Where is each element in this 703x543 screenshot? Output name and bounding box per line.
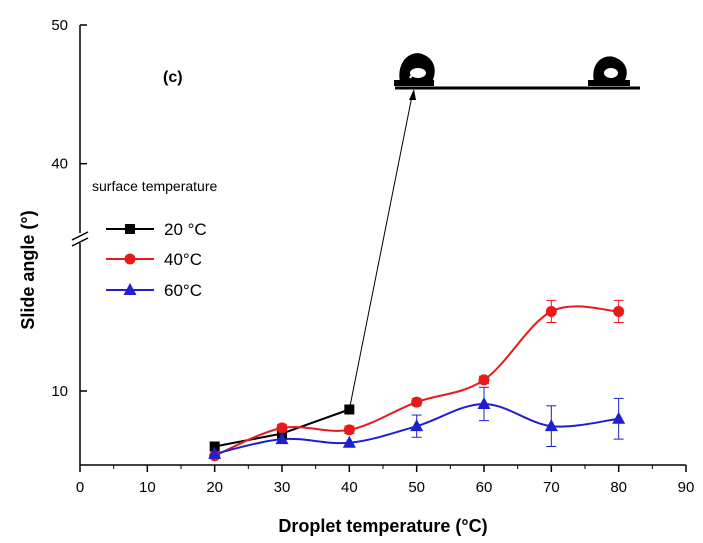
- data-point: [544, 419, 558, 432]
- axis-break-mark-2: [71, 237, 89, 247]
- x-tick-label: 30: [274, 479, 291, 496]
- inset-arrow: [349, 89, 416, 405]
- legend-label-40C: 40°C: [164, 250, 202, 269]
- droplet-inset: [394, 53, 640, 90]
- droplet-image-left: [394, 53, 435, 86]
- data-point: [411, 396, 423, 408]
- legend-item-20C: 20 °C: [106, 220, 207, 239]
- legend: surface temperature 20 °C 40°C 60°C: [92, 178, 217, 300]
- data-point: [208, 446, 222, 459]
- droplet-image-right: [588, 56, 630, 86]
- data-point: [275, 432, 289, 445]
- data-point: [342, 435, 356, 448]
- y-axis-title: Slide angle (°): [18, 210, 38, 329]
- y-tick-label: 50: [51, 17, 68, 34]
- data-point: [209, 441, 220, 452]
- x-tick-label: 0: [76, 479, 84, 496]
- x-tick-label: 40: [341, 479, 358, 496]
- x-tick-label: 60: [476, 479, 493, 496]
- x-tick-label: 80: [610, 479, 627, 496]
- data-point: [477, 396, 491, 409]
- error-bars: [277, 299, 624, 447]
- legend-item-40C: 40°C: [106, 250, 202, 269]
- series-markers: [208, 305, 626, 462]
- data-point: [613, 305, 625, 317]
- x-axis-title: Droplet temperature (°C): [278, 516, 487, 536]
- data-point: [276, 422, 288, 434]
- x-tick-label: 10: [139, 479, 156, 496]
- axis-break-mark-1: [71, 231, 89, 241]
- legend-title: surface temperature: [92, 178, 217, 194]
- data-point: [410, 419, 424, 432]
- x-ticks: 0 10 20 30 40 50 60 70 80 90: [76, 465, 695, 496]
- x-tick-label: 20: [206, 479, 223, 496]
- data-point: [343, 424, 355, 436]
- legend-label-20C: 20 °C: [164, 220, 207, 239]
- x-tick-label: 90: [678, 479, 695, 496]
- y-ticks: 10 40 50: [51, 17, 87, 400]
- data-point: [344, 404, 355, 415]
- y-tick-label: 40: [51, 156, 68, 173]
- x-tick-label: 70: [543, 479, 560, 496]
- data-point: [478, 374, 490, 386]
- panel-label: (c): [163, 69, 183, 86]
- legend-label-60C: 60°C: [164, 281, 202, 300]
- data-point: [545, 305, 557, 317]
- x-tick-label: 50: [408, 479, 425, 496]
- data-point: [612, 411, 626, 424]
- legend-item-60C: 60°C: [106, 281, 202, 300]
- y-tick-label: 10: [51, 383, 68, 400]
